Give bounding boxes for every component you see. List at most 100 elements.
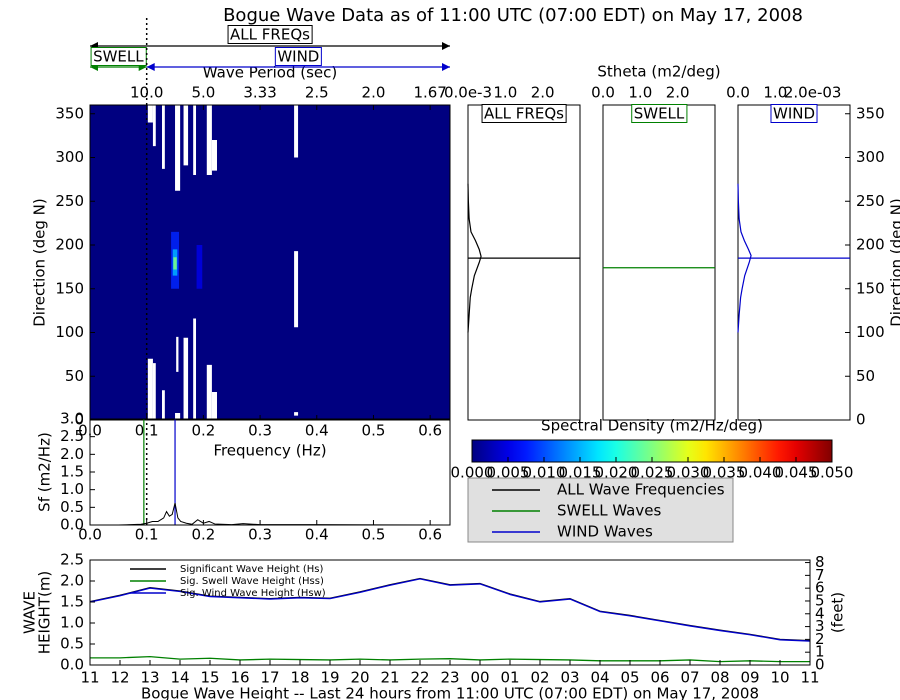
y-tick-label: 0.5 [60,635,84,653]
missing-data [175,413,181,420]
y-tick-label: 350 [856,104,885,122]
y-tick-label: 50 [856,367,875,385]
x-tick-label: 5.0 [191,84,215,102]
y-tick-label: 2.5 [60,427,84,445]
heatmap-cell [196,245,203,289]
missing-data [152,105,156,147]
x-tick-label: 0.1 [135,526,159,544]
colorbar-title: Spectral Density (m2/Hz/deg) [541,417,763,435]
arrow-head [442,63,450,71]
x-tick-label: 0.030 [667,464,710,482]
x-tick-label: 10.0 [130,84,163,102]
x-tick-label: 0.0 [591,84,615,102]
band-label: ALL FREQs [230,26,310,44]
x-tick-label: 0.4 [305,526,329,544]
x-tick-label: 0.6 [418,422,442,440]
x-tick-label: 09 [740,669,759,687]
x-tick-label: 21 [380,669,399,687]
band-label-box [274,47,322,66]
missing-data [147,358,153,420]
x-tick-label: 22 [410,669,429,687]
missing-data [211,392,217,420]
x-tick-label: 0.000 [451,464,494,482]
x-tick-label: 13 [140,669,159,687]
missing-data [294,251,299,328]
y-tick-label: 5 [815,591,825,609]
x-tick-label: 3.33 [243,84,276,102]
x-tick-label: 0.6 [418,526,442,544]
missing-data [193,318,197,420]
spectrum-line [118,502,451,526]
x-tick-label: 10 [770,669,789,687]
x-tick-label: 07 [680,669,699,687]
band-label: WIND [277,48,319,66]
x-tick-label: 0.050 [811,464,854,482]
panel-label: SWELL [634,105,685,123]
x-tick-label: 23 [440,669,459,687]
missing-data [175,105,181,191]
missing-data [183,337,189,420]
y-axis-label: Direction (deg N) [888,198,900,327]
y-tick-label: 0.0 [60,516,84,534]
x-tick-label: 18 [290,669,309,687]
legend-label: Sig. Swell Wave Height (Hss) [180,576,324,587]
missing-data [206,364,212,420]
x-tick-label: 06 [650,669,669,687]
missing-data [206,105,212,175]
x-tick-label: 0.3 [248,526,272,544]
panel-label-box [631,104,688,123]
band-label-box [90,47,147,66]
y-tick-label: 7 [815,566,825,584]
missing-data [176,336,179,372]
y-tick-label: 350 [55,104,84,122]
heatmap-background [90,105,450,420]
heatmap-frame [89,104,451,421]
missing-data [162,105,165,169]
x-tick-label: 1.0 [763,84,787,102]
y-tick-label: 0 [815,656,825,674]
y-tick-label: 8 [815,553,825,571]
y-tick-label: 300 [856,148,885,166]
y-tick-label: 300 [55,148,84,166]
profile-curve [737,183,752,333]
y-tick-label: 2 [815,630,825,648]
missing-data [211,140,217,171]
x-tick-label: 0.2 [191,526,215,544]
x-tick-label: 0.035 [703,464,746,482]
x-axis-label: Stheta (m2/deg) [597,63,720,81]
band-label: SWELL [93,48,144,66]
x-tick-label: 2.0 [362,84,386,102]
missing-data [152,363,156,420]
y2-axis-label: (feet) [829,592,847,633]
series-line [90,655,810,663]
x-tick-label: 03 [560,669,579,687]
x-tick-label: 0.1 [135,422,159,440]
y-axis-label: Sf (m2/Hz) [36,432,54,512]
y-tick-label: 250 [55,192,84,210]
legend-label: ALL Wave Frequencies [557,481,725,499]
x-tick-label: 11 [80,669,99,687]
missing-data [294,105,299,158]
missing-data [294,412,299,416]
x-tick-label: 0.4 [305,422,329,440]
panel-label-box [770,104,818,123]
y-tick-label: 150 [55,279,84,297]
x-tick-label: 0.5 [362,422,386,440]
y-tick-label: 0 [74,411,84,429]
arrow-head [146,63,155,71]
y-tick-label: 2.0 [60,445,84,463]
y-tick-label: 0.5 [60,498,84,516]
y-tick-label: 1.5 [60,593,84,611]
legend-label: SWELL Waves [557,502,661,520]
x-tick-label: 0.2 [191,422,215,440]
y-tick-label: 250 [856,192,885,210]
y-tick-label: 100 [856,323,885,341]
x-tick-label: 0.015 [559,464,602,482]
x-tick-label: 0.0 [78,526,102,544]
x-tick-label: 0.3 [248,422,272,440]
y-tick-label: 0.0 [60,656,84,674]
missing-data [183,105,189,166]
y-tick-label: 2.5 [60,551,84,569]
x-tick-label: 15 [200,669,219,687]
legend-label: Sig. Wind Wave Height (Hsw) [180,588,326,599]
